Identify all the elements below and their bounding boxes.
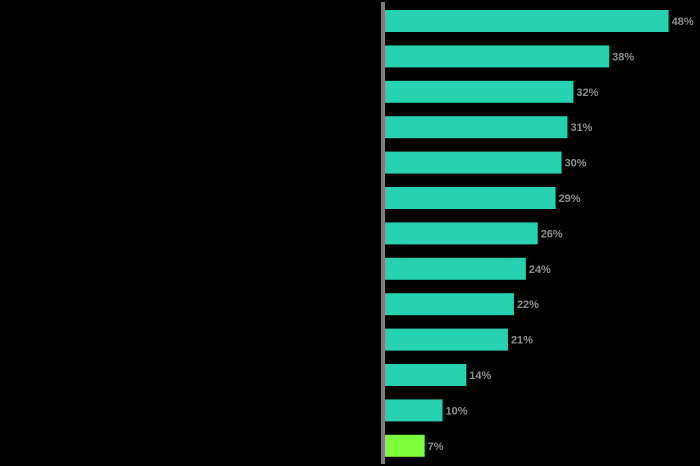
data-label-7: 26% [541,228,563,240]
data-label-1: 48% [672,16,694,28]
bar-5 [383,151,562,174]
data-label-8: 24% [529,264,551,276]
bar-1 [383,10,669,32]
bar-2 [383,45,610,68]
bar-13 [383,434,425,457]
data-label-10: 21% [511,335,533,347]
data-labels-group: 48% 38% 32% 31% 30% 29% 26% 24% 22% 21% 14% 10% 7% [428,16,694,453]
data-label-11: 14% [469,370,491,382]
data-label-9: 22% [517,299,539,311]
data-label-5: 30% [565,158,587,170]
bar-4 [383,116,568,139]
bar-7 [383,222,538,245]
data-label-4: 31% [570,122,592,134]
bar-8 [383,257,526,280]
bars-group [383,10,669,457]
data-label-13: 7% [428,441,444,453]
bar-9 [383,293,514,316]
bar-12 [383,399,443,422]
bar-11 [383,364,467,386]
data-label-12: 10% [446,405,468,417]
bar-6 [383,187,556,209]
bar-3 [383,80,574,103]
data-label-2: 38% [612,51,634,63]
data-label-3: 32% [576,87,598,99]
data-label-6: 29% [559,193,581,205]
bar-10 [383,328,508,351]
